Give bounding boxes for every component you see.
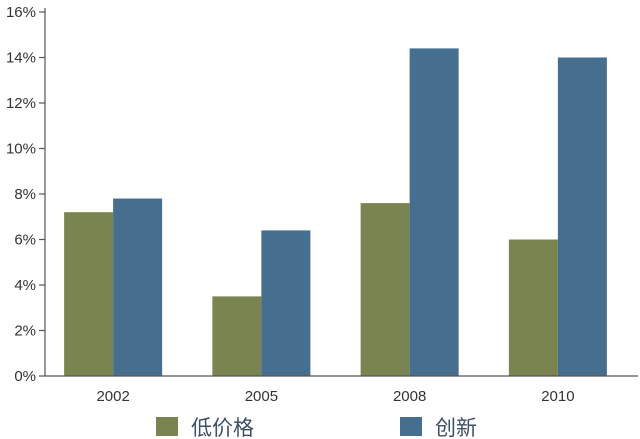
bar-low-price-2010 <box>508 239 558 376</box>
x-tick-label: 2010 <box>541 388 574 405</box>
y-axis: 0% 2% 4% 6% 8% 10% 12% 14% 16% <box>6 4 46 385</box>
y-tick-label: 6% <box>14 232 36 249</box>
bar-low-price-2008 <box>360 203 410 376</box>
y-tick-label: 4% <box>14 277 36 294</box>
y-tick-label: 0% <box>14 368 36 385</box>
y-tick-label: 12% <box>6 95 36 112</box>
y-tick-label: 2% <box>14 323 36 340</box>
bar-innovation-2008 <box>409 48 459 377</box>
x-tick-label: 2008 <box>393 388 426 405</box>
legend-label: 创新 <box>435 416 477 439</box>
bar-innovation-2010 <box>557 57 607 376</box>
bar-innovation-2005 <box>261 230 311 376</box>
legend-label: 低价格 <box>191 416 254 439</box>
y-tick-label: 14% <box>6 50 36 67</box>
x-axis: 2002 2005 2008 2010 <box>45 375 638 405</box>
y-tick-label: 10% <box>6 141 36 158</box>
x-tick-label: 2005 <box>245 388 278 405</box>
legend: 低价格 创新 <box>156 416 477 439</box>
y-tick-label: 8% <box>14 186 36 203</box>
legend-swatch <box>400 417 422 436</box>
x-tick-label: 2002 <box>96 388 129 405</box>
y-tick-label: 16% <box>6 4 36 21</box>
bar-low-price-2005 <box>212 296 262 376</box>
bars <box>64 48 607 377</box>
bar-innovation-2002 <box>113 198 163 376</box>
bar-low-price-2002 <box>64 212 114 376</box>
legend-swatch <box>156 417 178 436</box>
